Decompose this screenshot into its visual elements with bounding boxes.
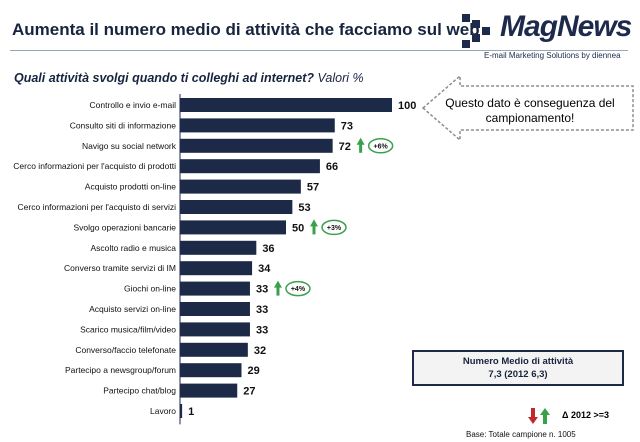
category-label: Navigo su social network bbox=[82, 141, 177, 151]
category-label: Lavoro bbox=[150, 406, 176, 416]
category-label: Scarico musica/film/video bbox=[80, 324, 176, 334]
value-label: 33 bbox=[256, 284, 268, 296]
logo-name: MagNews bbox=[500, 10, 632, 43]
value-label: 66 bbox=[326, 161, 338, 173]
value-label: 53 bbox=[298, 202, 310, 214]
category-label: Acquisto servizi on-line bbox=[89, 304, 176, 314]
delta-badge bbox=[285, 280, 311, 297]
value-label: 57 bbox=[307, 182, 319, 194]
category-label: Acquisto prodotti on-line bbox=[85, 182, 176, 192]
delta-label: +4% bbox=[291, 286, 306, 293]
value-label: 73 bbox=[341, 120, 353, 132]
delta-up-arrow-icon bbox=[273, 280, 282, 296]
value-label: 29 bbox=[247, 365, 259, 377]
bar bbox=[180, 261, 253, 276]
value-label: 50 bbox=[292, 222, 304, 234]
subtitle-unit: Valori % bbox=[317, 71, 364, 85]
category-label: Partecipo chat/blog bbox=[103, 386, 176, 396]
bar bbox=[180, 342, 248, 357]
category-label: Svolgo operazioni bancarie bbox=[73, 222, 176, 232]
summary-label: Numero Medio di attività bbox=[462, 356, 574, 367]
up-arrow-icon bbox=[540, 408, 550, 424]
value-label: 32 bbox=[254, 345, 266, 357]
bar-chart: Controllo e invio e-mail 100 Consulto siti… bbox=[13, 94, 416, 425]
summary-value: 7,3 (2012 6,3) bbox=[488, 369, 548, 380]
down-arrow-icon bbox=[528, 408, 538, 424]
value-label: 33 bbox=[256, 304, 268, 316]
callout-arrow bbox=[421, 74, 634, 142]
value-label: 33 bbox=[256, 324, 268, 336]
delta-up-arrow-icon bbox=[310, 219, 318, 235]
bar bbox=[180, 138, 333, 153]
bar bbox=[180, 220, 286, 235]
category-label: Giochi on-line bbox=[124, 284, 176, 294]
bar bbox=[180, 363, 242, 378]
logo-mark-icon bbox=[462, 14, 490, 48]
legend-arrows bbox=[528, 408, 550, 424]
page-title: Aumenta il numero medio di attività che … bbox=[12, 20, 480, 39]
magnews-logo: MagNews E-mail Marketing Solutions by di… bbox=[462, 10, 634, 70]
category-label: Ascolto radio e musica bbox=[90, 243, 176, 253]
delta-label: +6% bbox=[374, 143, 389, 150]
category-label: Cerco informazioni per l'acquisto di pro… bbox=[13, 161, 176, 171]
callout-text: Questo dato è conseguenza del campioname… bbox=[445, 96, 615, 125]
category-label: Partecipo a newsgroup/forum bbox=[65, 365, 176, 375]
bar bbox=[180, 159, 320, 174]
category-label: Converso tramite servizi di IM bbox=[64, 263, 176, 273]
value-label: 27 bbox=[243, 386, 255, 398]
legend-label: Δ 2012 >=3 bbox=[562, 410, 610, 420]
category-label: Consulto siti di informazione bbox=[70, 120, 177, 130]
value-label: 34 bbox=[258, 263, 271, 275]
logo-tagline: E-mail Marketing Solutions by diennea bbox=[484, 51, 621, 60]
bar bbox=[180, 118, 335, 133]
bar bbox=[180, 179, 301, 194]
bar bbox=[180, 98, 392, 112]
bar bbox=[180, 404, 183, 418]
delta-badge bbox=[321, 219, 347, 236]
bar bbox=[180, 322, 250, 337]
category-label: Controllo e invio e-mail bbox=[90, 100, 177, 110]
title-divider bbox=[10, 50, 628, 51]
chart-subtitle: Quali attività svolgi quando ti colleghi… bbox=[14, 71, 364, 85]
sample-base-note: Base: Totale campione n. 1005 bbox=[466, 430, 576, 439]
delta-up-arrow-icon bbox=[356, 137, 365, 153]
delta-label: +3% bbox=[327, 225, 342, 232]
delta-badge bbox=[367, 138, 394, 154]
category-label: Converso/faccio telefonate bbox=[75, 345, 176, 355]
bar bbox=[180, 240, 257, 255]
value-label: 1 bbox=[188, 406, 194, 418]
subtitle-question: Quali attività svolgi quando ti colleghi… bbox=[14, 71, 315, 85]
value-label: 100 bbox=[398, 100, 416, 112]
value-label: 36 bbox=[262, 243, 274, 255]
bar bbox=[180, 200, 293, 214]
bar bbox=[180, 383, 238, 398]
value-label: 72 bbox=[339, 141, 351, 153]
bar bbox=[180, 302, 250, 316]
summary-box: Numero Medio di attività 7,3 (2012 6,3) bbox=[412, 350, 624, 386]
bar bbox=[180, 281, 250, 296]
category-label: Cerco informazioni per l'acquisto di ser… bbox=[18, 202, 177, 212]
